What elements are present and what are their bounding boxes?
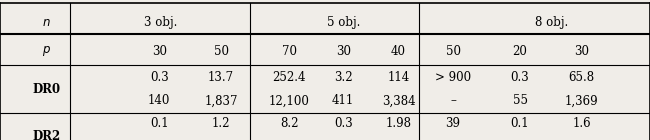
Text: 30: 30 bbox=[335, 45, 351, 58]
Text: 65.8: 65.8 bbox=[569, 71, 595, 84]
Text: –: – bbox=[450, 94, 456, 107]
Text: 1,837: 1,837 bbox=[204, 94, 238, 107]
Text: 13.7: 13.7 bbox=[208, 71, 234, 84]
Text: 8.2: 8.2 bbox=[280, 117, 298, 130]
Text: 20: 20 bbox=[513, 45, 527, 58]
Text: 1.6: 1.6 bbox=[573, 117, 591, 130]
Text: 3 obj.: 3 obj. bbox=[144, 16, 177, 29]
Text: 1.98: 1.98 bbox=[385, 117, 411, 130]
Text: 30: 30 bbox=[151, 45, 167, 58]
Text: 5 obj.: 5 obj. bbox=[326, 16, 360, 29]
Text: 0.3: 0.3 bbox=[511, 71, 529, 84]
Text: 0.1: 0.1 bbox=[511, 117, 529, 130]
Text: 252.4: 252.4 bbox=[272, 71, 306, 84]
Text: 39: 39 bbox=[445, 117, 461, 130]
Text: 50: 50 bbox=[213, 45, 229, 58]
Text: $p$: $p$ bbox=[42, 44, 51, 58]
Text: 1.2: 1.2 bbox=[212, 117, 230, 130]
Text: 411: 411 bbox=[332, 94, 354, 107]
Text: 114: 114 bbox=[387, 71, 410, 84]
Text: 40: 40 bbox=[391, 45, 406, 58]
Text: 3.2: 3.2 bbox=[334, 71, 352, 84]
Text: 8 obj.: 8 obj. bbox=[534, 16, 568, 29]
Text: 70: 70 bbox=[281, 45, 297, 58]
Text: DR0: DR0 bbox=[32, 83, 61, 96]
Text: 30: 30 bbox=[574, 45, 590, 58]
Text: DR2: DR2 bbox=[32, 130, 61, 140]
Text: 0.3: 0.3 bbox=[150, 71, 168, 84]
Text: 0.1: 0.1 bbox=[150, 117, 168, 130]
Text: 50: 50 bbox=[445, 45, 461, 58]
Text: 3,384: 3,384 bbox=[382, 94, 415, 107]
Text: 140: 140 bbox=[148, 94, 170, 107]
Text: > 900: > 900 bbox=[435, 71, 471, 84]
Text: $n$: $n$ bbox=[42, 16, 51, 29]
Text: 0.3: 0.3 bbox=[334, 117, 352, 130]
Text: 55: 55 bbox=[512, 94, 528, 107]
Text: 1,369: 1,369 bbox=[565, 94, 599, 107]
Text: 12,100: 12,100 bbox=[269, 94, 309, 107]
